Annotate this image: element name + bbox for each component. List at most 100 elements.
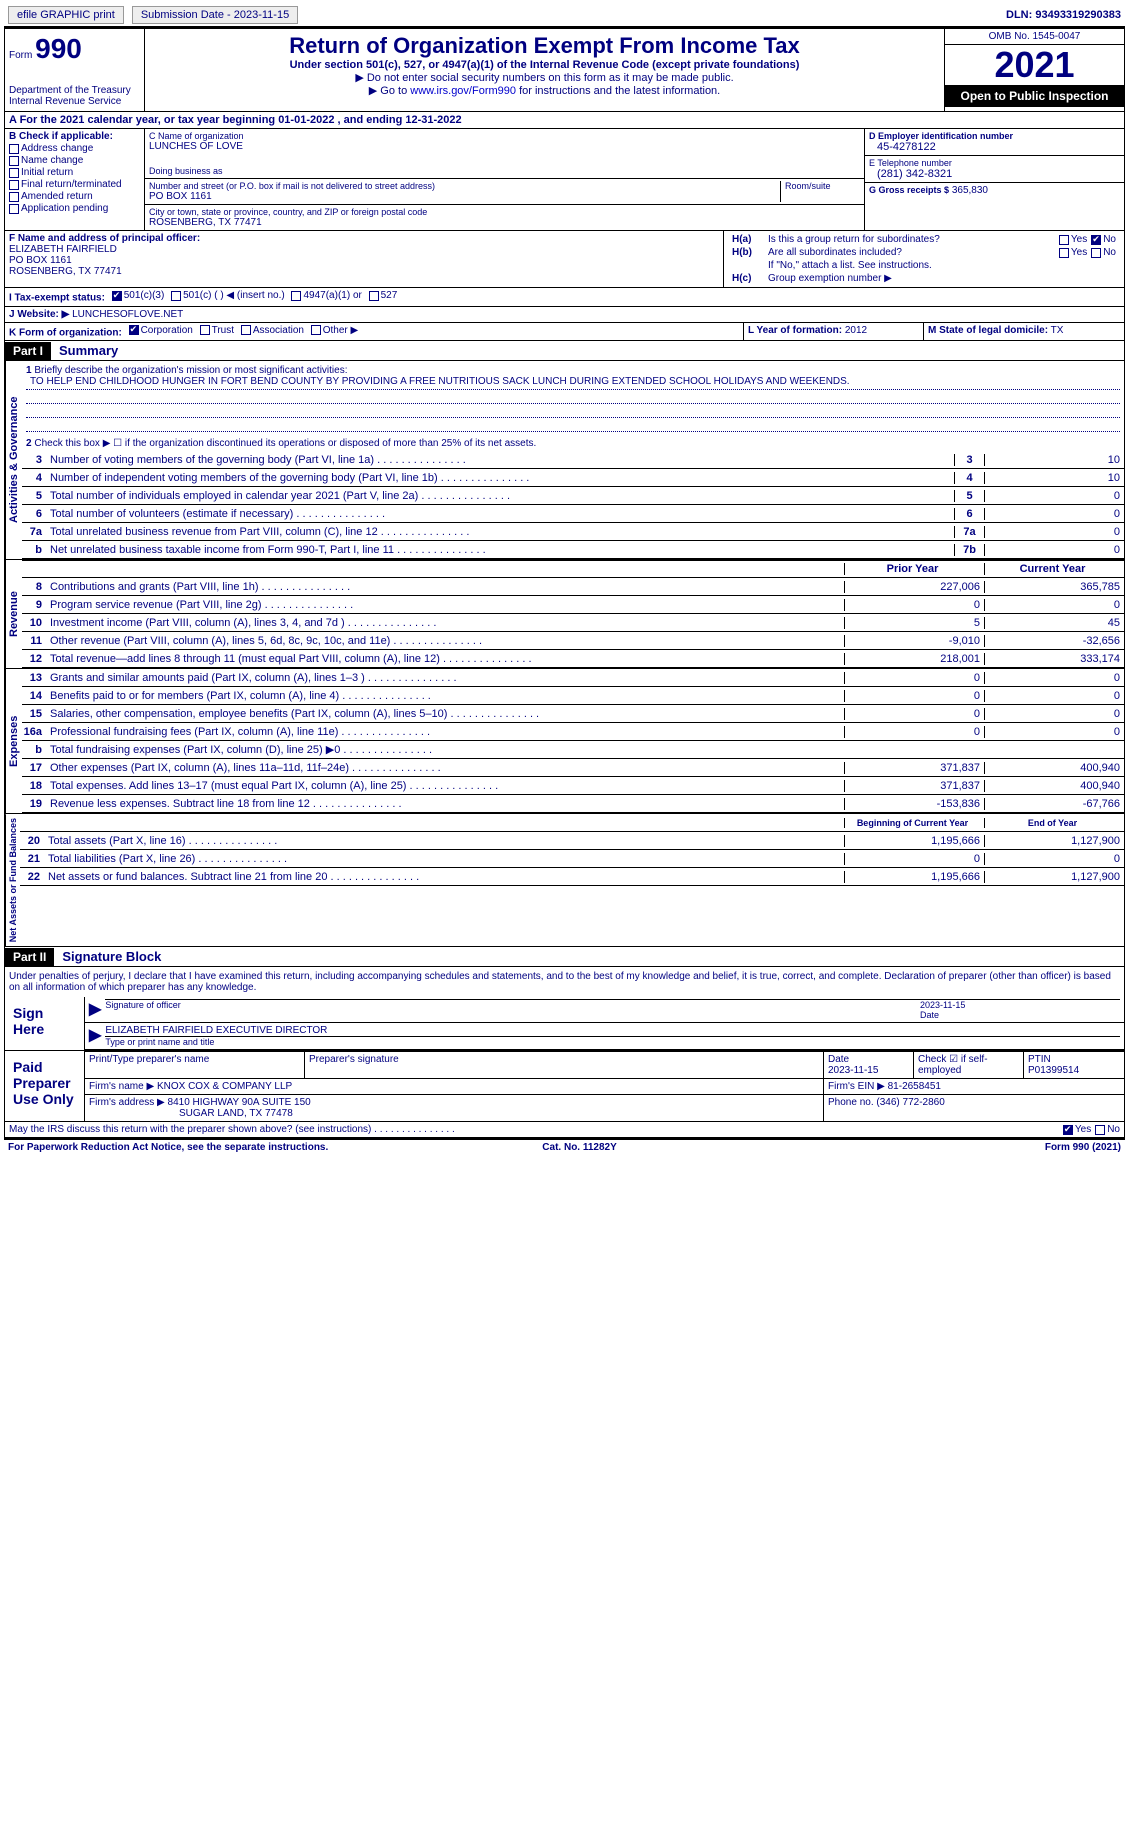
f-label: F Name and address of principal officer: xyxy=(9,233,719,244)
firm-ein: 81-2658451 xyxy=(888,1081,941,1092)
summary-line: 4 Number of independent voting members o… xyxy=(22,469,1124,487)
checkbox-527[interactable] xyxy=(369,291,379,301)
firm-phone: (346) 772-2860 xyxy=(876,1097,944,1108)
paid-preparer-label: Paid Preparer Use Only xyxy=(5,1051,85,1121)
section-c: C Name of organization LUNCHES OF LOVE D… xyxy=(145,129,864,230)
checkbox-trust[interactable] xyxy=(200,325,210,335)
checkbox-corp[interactable] xyxy=(129,325,139,335)
col-begin-year: Beginning of Current Year xyxy=(844,818,984,828)
summary-line: 11 Other revenue (Part VIII, column (A),… xyxy=(22,632,1124,650)
checkbox-app-pending[interactable] xyxy=(9,204,19,214)
summary-line: 3 Number of voting members of the govern… xyxy=(22,451,1124,469)
q2-text: Check this box ▶ ☐ if the organization d… xyxy=(34,438,536,449)
checkbox-addr-change[interactable] xyxy=(9,144,19,154)
checkbox-discuss-yes[interactable] xyxy=(1063,1125,1073,1135)
vert-net: Net Assets or Fund Balances xyxy=(5,814,20,946)
summary-line: 18 Total expenses. Add lines 13–17 (must… xyxy=(22,777,1124,795)
room-label: Room/suite xyxy=(785,181,860,191)
summary-line: 22 Net assets or fund balances. Subtract… xyxy=(20,868,1124,886)
checkbox-assoc[interactable] xyxy=(241,325,251,335)
section-f: F Name and address of principal officer:… xyxy=(5,231,724,287)
sig-arrow-icon: ▶ xyxy=(89,999,105,1020)
prep-sig-label: Preparer's signature xyxy=(305,1052,824,1078)
checkbox-other[interactable] xyxy=(311,325,321,335)
vert-expenses: Expenses xyxy=(5,669,22,813)
officer-addr1: PO BOX 1161 xyxy=(9,255,719,266)
irs-link[interactable]: www.irs.gov/Form990 xyxy=(410,85,516,97)
omb-number: OMB No. 1545-0047 xyxy=(945,29,1124,45)
checkbox-501c3[interactable] xyxy=(112,291,122,301)
col-end-year: End of Year xyxy=(984,818,1124,828)
b-label: B Check if applicable: xyxy=(9,131,140,142)
tel-value: (281) 342-8321 xyxy=(869,168,1120,180)
form-word: Form xyxy=(9,50,32,61)
tax-year: 2021 xyxy=(945,45,1124,85)
checkbox-amended[interactable] xyxy=(9,192,19,202)
summary-line: 19 Revenue less expenses. Subtract line … xyxy=(22,795,1124,813)
mission-text: TO HELP END CHILDHOOD HUNGER IN FORT BEN… xyxy=(26,376,1120,390)
firm-name: KNOX COX & COMPANY LLP xyxy=(157,1081,292,1092)
form-subtitle: Under section 501(c), 527, or 4947(a)(1)… xyxy=(149,59,940,71)
sig-officer-label: Signature of officer xyxy=(105,999,920,1020)
prep-name-label: Print/Type preparer's name xyxy=(85,1052,305,1078)
declaration-text: Under penalties of perjury, I declare th… xyxy=(5,967,1124,997)
checkbox-4947[interactable] xyxy=(291,291,301,301)
part1-header: Part I xyxy=(5,342,51,360)
sig-arrow-icon-2: ▶ xyxy=(89,1025,105,1047)
officer-addr2: ROSENBERG, TX 77471 xyxy=(9,266,719,277)
ein-value: 45-4278122 xyxy=(869,141,1120,153)
street-value: PO BOX 1161 xyxy=(149,191,780,202)
section-j: J Website: ▶ LUNCHESOFLOVE.NET xyxy=(5,307,1124,322)
tel-label: E Telephone number xyxy=(869,158,1120,168)
section-b: B Check if applicable: Address change Na… xyxy=(5,129,145,230)
instruction-1: ▶ Do not enter social security numbers o… xyxy=(149,71,940,84)
firm-addr1: 8410 HIGHWAY 90A SUITE 150 xyxy=(168,1097,311,1108)
sign-here-label: Sign Here xyxy=(5,997,85,1050)
ptin-value: P01399514 xyxy=(1028,1065,1079,1076)
summary-line: 13 Grants and similar amounts paid (Part… xyxy=(22,669,1124,687)
q1-label: Briefly describe the organization's miss… xyxy=(34,365,347,376)
section-i: I Tax-exempt status: 501(c)(3) 501(c) ( … xyxy=(5,288,1124,306)
summary-line: 7a Total unrelated business revenue from… xyxy=(22,523,1124,541)
efile-print-button[interactable]: efile GRAPHIC print xyxy=(8,6,124,24)
summary-line: 15 Salaries, other compensation, employe… xyxy=(22,705,1124,723)
checkbox-initial[interactable] xyxy=(9,168,19,178)
dba-label: Doing business as xyxy=(149,166,860,176)
part1-title: Summary xyxy=(51,341,126,360)
checkbox-501c[interactable] xyxy=(171,291,181,301)
summary-line: 8 Contributions and grants (Part VIII, l… xyxy=(22,578,1124,596)
checkbox-hb-yes[interactable] xyxy=(1059,248,1069,258)
section-a-period: A For the 2021 calendar year, or tax yea… xyxy=(5,112,1124,128)
summary-line: 9 Program service revenue (Part VIII, li… xyxy=(22,596,1124,614)
part2-title: Signature Block xyxy=(54,947,169,966)
street-label: Number and street (or P.O. box if mail i… xyxy=(149,181,780,191)
footer-catno: Cat. No. 11282Y xyxy=(542,1142,616,1153)
checkbox-final[interactable] xyxy=(9,180,19,190)
summary-line: 20 Total assets (Part X, line 16) 1,195,… xyxy=(20,832,1124,850)
summary-line: 12 Total revenue—add lines 8 through 11 … xyxy=(22,650,1124,668)
col-prior-year: Prior Year xyxy=(844,563,984,575)
footer-paperwork: For Paperwork Reduction Act Notice, see … xyxy=(8,1142,328,1153)
checkbox-ha-yes[interactable] xyxy=(1059,235,1069,245)
form-number: 990 xyxy=(35,33,82,64)
officer-printed-name: ELIZABETH FAIRFIELD EXECUTIVE DIRECTOR xyxy=(105,1025,1120,1036)
top-bar: efile GRAPHIC print Submission Date - 20… xyxy=(4,4,1125,28)
dept-label: Department of the Treasury Internal Reve… xyxy=(9,85,140,107)
checkbox-ha-no[interactable] xyxy=(1091,235,1101,245)
website-value: LUNCHESOFLOVE.NET xyxy=(72,309,183,320)
section-h: H(a)Is this a group return for subordina… xyxy=(724,231,1124,287)
section-k: K Form of organization: Corporation Trus… xyxy=(5,323,744,341)
dln-label: DLN: 93493319290383 xyxy=(1006,9,1121,21)
summary-line: b Total fundraising expenses (Part IX, c… xyxy=(22,741,1124,759)
summary-line: 14 Benefits paid to or for members (Part… xyxy=(22,687,1124,705)
officer-name: ELIZABETH FAIRFIELD xyxy=(9,244,719,255)
instruction-2: ▶ Go to www.irs.gov/Form990 for instruct… xyxy=(149,84,940,97)
summary-line: 17 Other expenses (Part IX, column (A), … xyxy=(22,759,1124,777)
type-name-label: Type or print name and title xyxy=(105,1036,1120,1047)
prep-date: 2023-11-15 xyxy=(828,1065,878,1076)
submission-date-button[interactable]: Submission Date - 2023-11-15 xyxy=(132,6,298,24)
checkbox-hb-no[interactable] xyxy=(1091,248,1101,258)
checkbox-discuss-no[interactable] xyxy=(1095,1125,1105,1135)
checkbox-name-change[interactable] xyxy=(9,156,19,166)
year-formation: 2012 xyxy=(845,325,867,336)
